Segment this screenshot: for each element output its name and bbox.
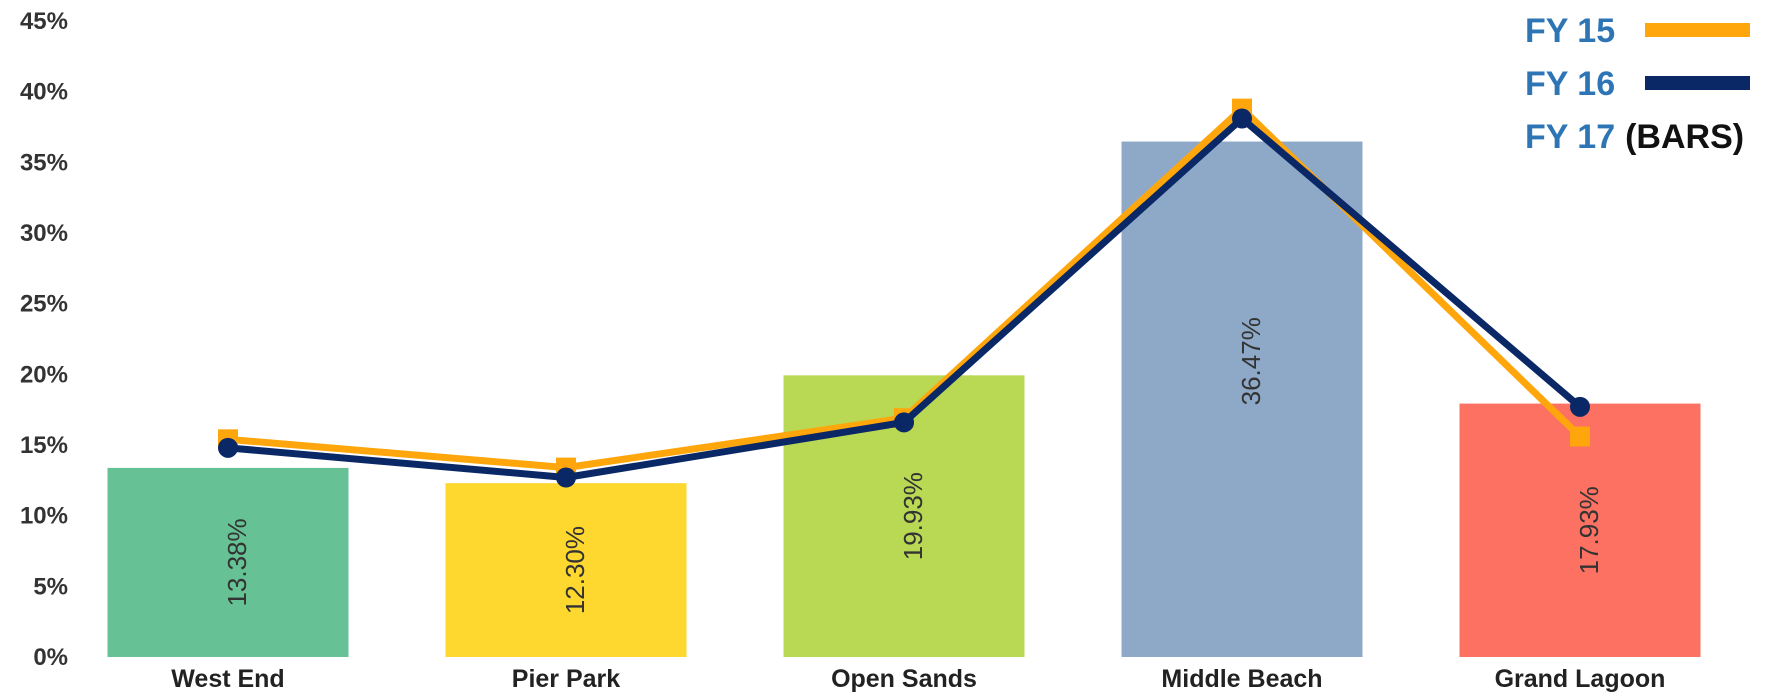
bar-data-label: 36.47% xyxy=(1236,317,1266,405)
legend-entry: FY 15 xyxy=(1525,12,1615,50)
legend-series-note: (BARS) xyxy=(1625,118,1744,156)
y-tick-label: 25% xyxy=(20,291,68,318)
y-tick-label: 20% xyxy=(20,361,68,388)
y-tick-label: 40% xyxy=(20,79,68,106)
x-category-label: Open Sands xyxy=(831,665,977,692)
y-tick-label: 10% xyxy=(20,503,68,530)
legend-series-name: FY 15 xyxy=(1525,12,1615,50)
line-marker xyxy=(556,468,576,488)
legend: FY 15 FY 16 FY 17 (BARS) xyxy=(1525,12,1750,156)
x-category-label: Middle Beach xyxy=(1161,665,1322,692)
y-tick-label: 0% xyxy=(33,644,68,671)
y-tick-label: 5% xyxy=(33,573,68,600)
legend-series-name: FY 17 xyxy=(1525,118,1615,156)
y-tick-label: 35% xyxy=(20,149,68,176)
line-marker xyxy=(1570,427,1590,447)
line-series xyxy=(218,99,1590,488)
legend-entry: FY 16 xyxy=(1525,65,1615,103)
bar-data-label: 17.93% xyxy=(1574,486,1604,574)
bar-data-label: 13.38% xyxy=(222,518,252,606)
y-tick-label: 15% xyxy=(20,432,68,459)
x-category-label: Pier Park xyxy=(512,665,621,692)
line-marker xyxy=(1570,397,1590,417)
y-axis: 0% 5% 10% 15% 20% 25% 30% 35% 40% 45% xyxy=(20,8,68,671)
legend-swatch xyxy=(1645,76,1750,90)
x-category-label: West End xyxy=(171,665,284,692)
bar-data-label: 19.93% xyxy=(898,472,928,560)
y-tick-label: 45% xyxy=(20,8,68,35)
x-category-label: Grand Lagoon xyxy=(1495,665,1666,692)
line-marker xyxy=(1232,109,1252,129)
legend-entry: FY 17 (BARS) xyxy=(1525,118,1744,156)
y-tick-label: 30% xyxy=(20,220,68,247)
legend-swatch xyxy=(1645,23,1750,37)
x-axis: West End Pier Park Open Sands Middle Beach G… xyxy=(171,665,1665,692)
line-marker xyxy=(894,412,914,432)
bar-data-label: 12.30% xyxy=(560,526,590,614)
line-marker xyxy=(218,438,238,458)
legend-series-name: FY 16 xyxy=(1525,65,1615,103)
bar-series-fy17 xyxy=(108,142,1701,657)
